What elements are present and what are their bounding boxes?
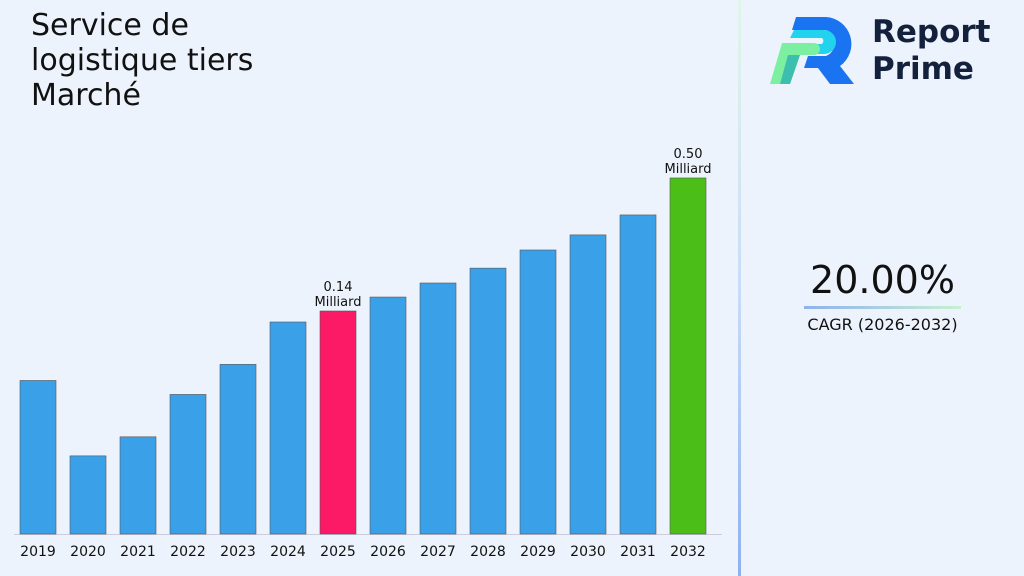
data-label-unit-2025: Milliard [315,295,362,310]
data-label-value-2032: 0.50 [674,147,703,162]
data-label-unit-2032: Milliard [665,162,712,177]
divider [738,0,741,576]
x-tick-label: 2026 [370,544,406,560]
report-prime-logo-icon [770,17,854,84]
bar-2031 [619,214,657,535]
bar-2023 [219,364,257,535]
bar-2024 [269,321,307,535]
x-tick-label: 2024 [270,544,306,560]
logo-line1: Report [872,14,991,50]
cagr-label: CAGR (2026-2032) [807,315,958,334]
bar-2019 [19,380,57,535]
bar-2027 [419,282,457,535]
chart-title: Service de logistique tiers Marché [31,8,254,113]
bar-chart: 2019 2020 2021 2022 2023 2024 2025 2026 2027 2028… [14,147,722,560]
x-tick-label: 2023 [220,544,256,560]
x-tick-label: 2025 [320,544,356,560]
bar-2020 [69,455,107,535]
bar-2021 [119,436,157,535]
x-tick-label: 2027 [420,544,456,560]
x-tick-label: 2028 [470,544,506,560]
data-label-value-2025: 0.14 [324,280,353,295]
x-tick-label: 2029 [520,544,556,560]
bar-2028 [469,267,507,535]
bar-2025 [319,310,357,535]
bar-2026 [369,296,407,535]
bar-2032 [669,177,707,535]
logo-line2: Prime [872,51,974,87]
cagr-underline [804,306,961,309]
x-tick-label: 2021 [120,544,156,560]
x-tick-label: 2022 [170,544,206,560]
bar-2030 [569,234,607,535]
x-tick-label: 2019 [20,544,56,560]
cagr-value: 20.00% [810,258,955,302]
x-tick-label: 2030 [570,544,606,560]
bar-2029 [519,249,557,535]
logo-text: Report Prime [872,14,991,88]
x-tick-label: 2032 [670,544,706,560]
x-tick-label: 2031 [620,544,656,560]
bar-2022 [169,394,207,535]
cagr-panel: 20.00% CAGR (2026-2032) [800,258,965,334]
x-tick-label: 2020 [70,544,106,560]
